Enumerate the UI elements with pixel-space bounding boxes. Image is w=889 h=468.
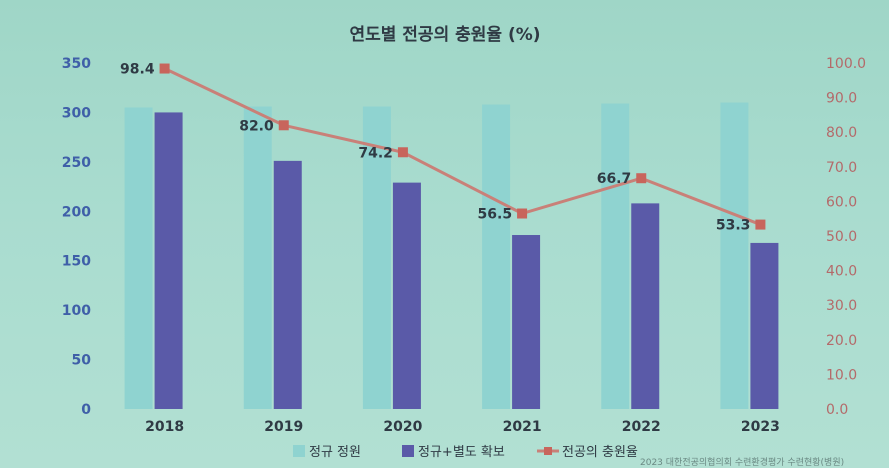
right-y-tick-label: 50.0 [826,229,857,245]
right-y-tick-label: 0.0 [826,402,848,418]
legend-swatch [402,445,414,457]
left-y-tick-label: 300 [62,105,91,121]
x-tick-label: 2020 [383,419,422,435]
bar-quota [601,103,630,409]
bar-quota [720,102,749,410]
bar-secured [154,112,183,409]
bar-quota [124,107,153,409]
bar-quota [482,104,511,410]
legend-label: 전공의 충원율 [562,445,638,460]
rate-marker [159,63,170,74]
right-y-tick-label: 40.0 [826,264,857,280]
right-y-tick-label: 10.0 [826,367,857,383]
x-tick-label: 2023 [741,419,780,435]
legend-label: 정규+별도 확보 [418,445,505,460]
right-y-tick-label: 70.0 [826,160,857,176]
rate-data-label: 66.7 [597,171,632,187]
rate-line [163,67,761,226]
left-y-tick-label: 250 [62,155,91,171]
bar-series [124,102,779,410]
right-y-tick-label: 20.0 [826,333,857,349]
bar-secured [392,182,421,409]
right-y-axis: 0.0 10.0 20.0 30.0 40.0 50.0 60.0 70.0 80.0 90.0 1… [826,56,866,418]
bar-secured [273,160,302,409]
legend-swatch-marker [544,447,552,455]
bar-quota [362,106,391,410]
right-y-tick-label: 80.0 [826,125,857,141]
rate-marker [755,219,766,230]
rate-data-label: 53.3 [716,218,751,234]
bar-secured [631,203,660,409]
rate-data-label: 56.5 [478,207,513,223]
left-y-tick-label: 200 [62,204,91,220]
chart-title: 연도별 전공의 충원율 (%) [349,25,540,45]
rate-data-label: 82.0 [239,118,274,134]
line-series: 98.4 82.0 74.2 56.5 66.7 53.3 [120,62,766,234]
left-y-tick-label: 50 [72,353,92,369]
x-tick-label: 2019 [264,419,303,435]
rate-marker [397,147,408,158]
x-tick-label: 2018 [145,419,184,435]
right-y-tick-label: 100.0 [826,56,866,72]
rate-data-label: 74.2 [358,145,393,161]
rate-marker [636,173,647,184]
right-y-tick-label: 60.0 [826,194,857,210]
bar-secured [512,235,541,409]
rate-marker [517,208,528,219]
legend-label: 정규 정원 [309,445,361,460]
right-y-tick-label: 30.0 [826,298,857,314]
legend: 정규 정원 정규+별도 확보 전공의 충원율 [293,445,638,460]
left-y-tick-label: 350 [62,56,91,72]
source-note: 2023 대한전공의협의회 수련환경평가 수련현황(병원) [640,456,844,468]
x-tick-label: 2022 [622,419,661,435]
bar-quota [243,106,272,410]
rate-data-label: 98.4 [120,62,155,78]
rate-marker [278,120,289,131]
left-y-axis: 0 50 100 150 200 250 300 350 [62,56,91,418]
x-tick-label: 2021 [503,419,542,435]
left-y-tick-label: 150 [62,254,91,270]
left-y-tick-label: 100 [62,303,91,319]
x-axis: 2018 2019 2020 2021 2022 2023 [145,419,780,435]
bar-secured [750,242,779,409]
legend-swatch [293,445,305,457]
right-y-tick-label: 90.0 [826,91,857,107]
left-y-tick-label: 0 [81,402,91,418]
